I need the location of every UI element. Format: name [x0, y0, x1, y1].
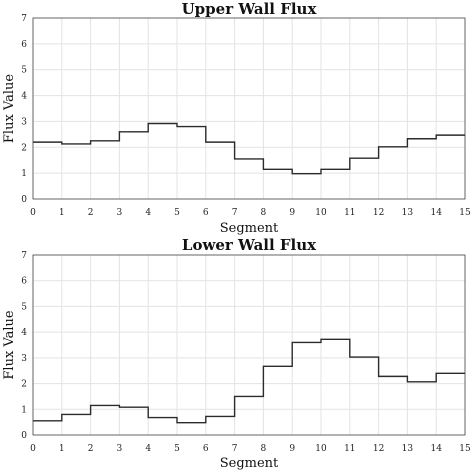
x-tick-label: 3 — [117, 208, 123, 218]
x-tick-label: 1 — [59, 444, 65, 454]
flux-step-line — [33, 122, 465, 175]
x-tick-label: 5 — [174, 208, 180, 218]
flux-step-line — [33, 338, 465, 424]
x-axis-label: Segment — [220, 221, 279, 236]
x-tick-label: 8 — [261, 444, 267, 454]
x-tick-label: 0 — [30, 208, 36, 218]
y-tick-label: 5 — [21, 302, 27, 312]
x-tick-label: 13 — [402, 444, 414, 454]
y-tick-label: 6 — [21, 277, 27, 287]
x-tick-label: 4 — [145, 444, 151, 454]
chart-title: Upper Wall Flux — [182, 0, 318, 18]
x-tick-label: 7 — [232, 444, 238, 454]
y-tick-label: 1 — [21, 169, 27, 179]
y-tick-label: 3 — [21, 117, 27, 127]
x-tick-label: 10 — [315, 208, 327, 218]
y-tick-label: 4 — [21, 328, 27, 338]
x-axis-label: Segment — [220, 456, 279, 471]
y-tick-label: 7 — [21, 251, 27, 261]
x-tick-label: 13 — [402, 208, 414, 218]
x-tick-label: 6 — [203, 444, 209, 454]
x-tick-label: 6 — [203, 208, 209, 218]
plot-frame — [32, 254, 466, 436]
y-axis-label: Flux Value — [2, 310, 17, 379]
plot-frame — [32, 17, 466, 200]
x-tick-label: 14 — [430, 208, 442, 218]
x-tick-label: 5 — [174, 444, 180, 454]
x-tick-label: 12 — [373, 444, 384, 454]
x-tick-label: 12 — [373, 208, 384, 218]
y-tick-label: 0 — [21, 195, 27, 205]
x-tick-label: 1 — [59, 208, 65, 218]
x-tick-label: 15 — [459, 208, 471, 218]
x-tick-label: 7 — [232, 208, 238, 218]
chart-title: Lower Wall Flux — [182, 236, 317, 254]
y-tick-label: 2 — [21, 380, 27, 390]
y-axis-label: Flux Value — [2, 74, 17, 143]
y-tick-label: 3 — [21, 354, 27, 364]
y-tick-label: 4 — [21, 92, 27, 102]
y-tick-label: 6 — [21, 40, 27, 50]
x-tick-label: 8 — [261, 208, 267, 218]
x-tick-label: 9 — [289, 444, 295, 454]
x-tick-label: 4 — [145, 208, 151, 218]
y-tick-label: 7 — [21, 14, 27, 24]
x-tick-label: 0 — [30, 444, 36, 454]
y-tick-label: 1 — [21, 405, 27, 415]
x-tick-label: 11 — [344, 444, 355, 454]
x-tick-label: 2 — [88, 208, 94, 218]
x-tick-label: 14 — [430, 444, 442, 454]
x-tick-label: 2 — [88, 444, 94, 454]
y-tick-label: 5 — [21, 66, 27, 76]
x-tick-label: 10 — [315, 444, 327, 454]
y-tick-label: 2 — [21, 143, 27, 153]
x-tick-label: 3 — [117, 444, 123, 454]
x-tick-label: 11 — [344, 208, 355, 218]
x-tick-label: 9 — [289, 208, 295, 218]
x-tick-label: 15 — [459, 444, 471, 454]
y-tick-label: 0 — [21, 431, 27, 441]
